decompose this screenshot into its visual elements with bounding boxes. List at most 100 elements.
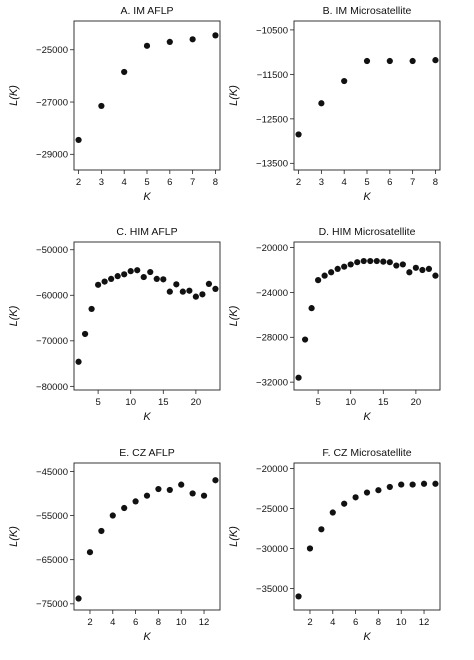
data-point [341, 263, 348, 270]
plot-frame [293, 462, 441, 611]
data-point [179, 288, 186, 295]
data-point [315, 277, 322, 284]
data-point [153, 275, 160, 282]
y-tick-label: −70000 [36, 336, 68, 347]
data-point [341, 500, 348, 507]
data-point [347, 261, 354, 268]
data-point [412, 264, 419, 271]
data-point [352, 494, 359, 501]
y-axis-label: L(K) [8, 526, 20, 547]
y-tick-label: −20000 [256, 243, 288, 254]
data-point [432, 57, 439, 64]
y-axis-label: L(K) [228, 305, 240, 326]
plot-frame [293, 20, 441, 171]
data-point [199, 291, 206, 298]
plot-frame [73, 241, 221, 391]
data-point [308, 305, 315, 312]
data-point [373, 257, 380, 265]
data-point [98, 527, 105, 535]
data-point [189, 36, 196, 43]
x-tick-label: 12 [419, 617, 430, 628]
data-point [121, 68, 128, 76]
data-point [114, 273, 121, 280]
data-point [329, 509, 336, 516]
data-point [406, 269, 413, 276]
y-tick-label: −75000 [36, 599, 68, 610]
x-axis-label: K [363, 191, 371, 203]
data-point [295, 131, 302, 138]
data-point [212, 285, 219, 293]
x-tick-label: 15 [378, 397, 389, 408]
y-tick-label: −24000 [256, 288, 288, 299]
data-point [301, 336, 309, 343]
x-tick-label: 20 [191, 397, 202, 408]
plot-frame [73, 462, 221, 611]
data-point [386, 483, 393, 491]
data-point [134, 267, 141, 274]
data-point [360, 257, 367, 265]
x-tick-label: 6 [353, 617, 358, 628]
data-point [132, 498, 139, 505]
data-point [341, 77, 348, 85]
data-point [318, 100, 325, 107]
y-tick-label: −60000 [36, 291, 68, 302]
data-point [166, 38, 173, 46]
x-tick-label: 2 [87, 617, 92, 628]
data-point [143, 492, 151, 499]
y-tick-label: −11500 [257, 70, 288, 81]
data-point [212, 477, 219, 484]
data-point [192, 293, 199, 300]
x-tick-label: 15 [158, 397, 169, 408]
data-point [328, 269, 335, 276]
y-tick-label: −65000 [36, 555, 68, 566]
data-point [75, 595, 82, 602]
data-point [121, 271, 128, 278]
y-tick-label: −30000 [256, 544, 288, 555]
y-tick-label: −10500 [256, 25, 288, 36]
x-axis-label: K [363, 631, 371, 643]
x-tick-label: 10 [345, 397, 356, 408]
data-point [101, 278, 108, 285]
x-tick-label: 4 [330, 617, 335, 628]
x-tick-label: 8 [376, 617, 381, 628]
y-axis-label: L(K) [228, 526, 240, 547]
data-point [166, 288, 173, 295]
x-tick-label: 7 [190, 177, 195, 188]
data-point [419, 266, 426, 274]
data-point [212, 32, 219, 39]
x-tick-label: 12 [199, 617, 210, 628]
data-point [295, 374, 302, 381]
data-point [75, 358, 82, 365]
data-point [398, 481, 405, 488]
x-tick-label: 6 [167, 177, 172, 188]
x-tick-label: 10 [125, 397, 136, 408]
data-point [386, 259, 393, 266]
data-point [432, 272, 439, 279]
data-point [81, 330, 89, 338]
x-axis-label: K [143, 631, 151, 643]
data-point [160, 276, 167, 283]
data-point [409, 481, 416, 488]
x-tick-label: 7 [410, 177, 415, 188]
data-point [75, 136, 82, 144]
data-point [127, 268, 134, 275]
data-point [367, 257, 374, 265]
data-point [363, 57, 371, 65]
y-axis-label: L(K) [8, 305, 20, 326]
x-tick-label: 10 [396, 617, 407, 628]
y-tick-label: −25000 [256, 504, 288, 515]
data-point [189, 490, 196, 497]
data-point [380, 258, 387, 265]
data-point [409, 57, 416, 65]
y-tick-label: −27000 [36, 97, 68, 108]
chart-title: E. CZ AFLP [119, 447, 174, 459]
data-point [321, 272, 328, 279]
data-point [386, 57, 393, 65]
x-tick-label: 8 [433, 177, 438, 188]
x-tick-label: 4 [110, 617, 115, 628]
data-point [205, 280, 213, 287]
x-tick-label: 6 [133, 617, 138, 628]
data-point [121, 504, 128, 512]
x-tick-label: 2 [76, 177, 81, 188]
